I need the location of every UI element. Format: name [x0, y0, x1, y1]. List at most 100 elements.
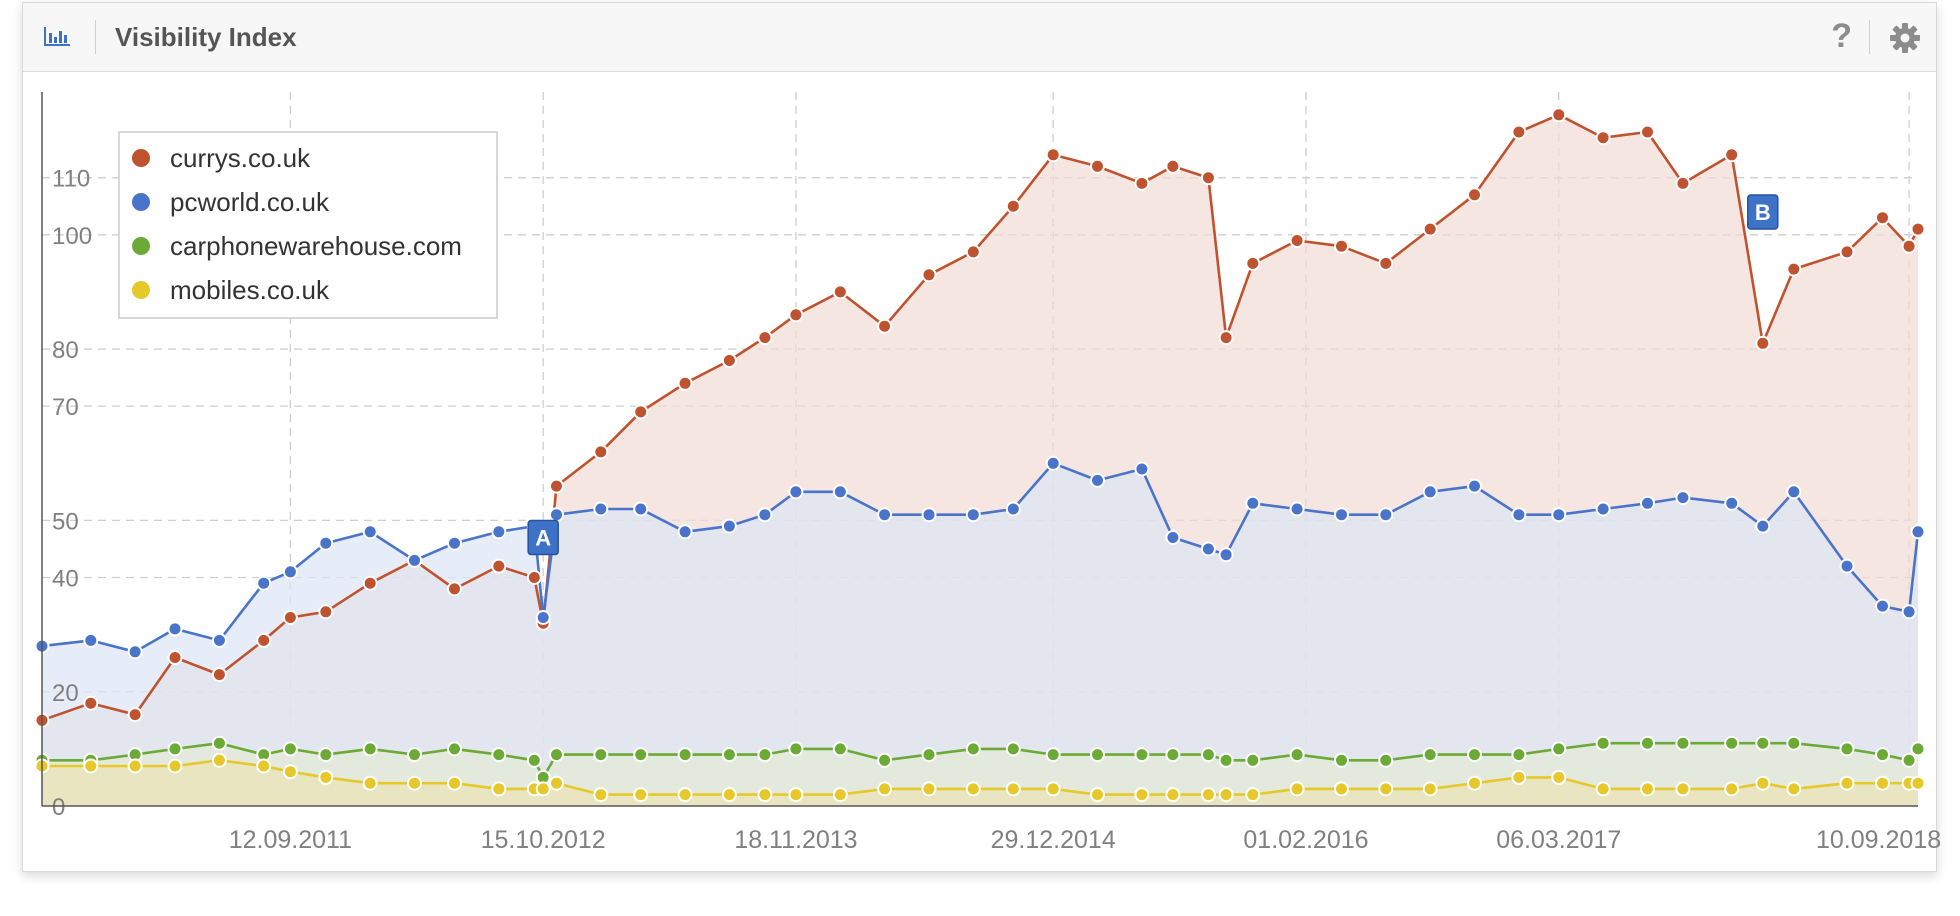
data-point: [1289, 233, 1305, 248]
help-button[interactable]: ?: [1831, 17, 1852, 55]
data-point: [1724, 147, 1740, 163]
data-point: [1378, 781, 1394, 797]
data-point: [318, 604, 334, 620]
data-point: [1511, 124, 1527, 140]
data-point: [1378, 507, 1394, 523]
data-point: [1675, 781, 1691, 797]
data-point: [677, 524, 693, 540]
data-point: [1200, 787, 1216, 803]
data-point: [1005, 198, 1021, 214]
data-point: [633, 787, 649, 803]
data-point: [167, 650, 183, 665]
data-point: [211, 632, 227, 648]
data-point: [1090, 472, 1105, 488]
data-point: [1755, 775, 1771, 791]
data-point: [1910, 741, 1926, 757]
data-point: [1289, 501, 1305, 517]
data-point: [1045, 147, 1061, 163]
data-point: [1090, 158, 1105, 174]
event-marker: [1747, 194, 1779, 230]
data-point: [549, 478, 564, 494]
data-point: [1422, 221, 1438, 237]
data-point: [318, 535, 334, 551]
data-point: [526, 570, 542, 585]
data-point: [1245, 752, 1261, 768]
data-point: [593, 787, 609, 803]
data-point: [1467, 775, 1482, 791]
data-point: [447, 581, 462, 597]
data-point: [1875, 598, 1890, 614]
data-point: [1422, 484, 1438, 500]
panel-header: Visibility Index ?: [23, 3, 1936, 72]
data-point: [1422, 781, 1438, 797]
y-tick-label: 0: [52, 794, 65, 821]
data-point: [83, 758, 99, 774]
data-point: [1289, 747, 1305, 763]
data-point: [447, 535, 462, 551]
data-point: [1551, 107, 1567, 123]
data-point: [1090, 747, 1105, 763]
data-point: [1218, 547, 1234, 563]
data-point: [1165, 530, 1181, 545]
data-point: [1875, 747, 1890, 763]
data-point: [549, 507, 564, 523]
legend-swatch: [132, 149, 150, 167]
data-point: [167, 758, 183, 774]
data-point: [549, 775, 564, 791]
event-marker-label: A: [535, 526, 551, 551]
data-point: [593, 501, 609, 517]
legend-swatch: [132, 281, 150, 299]
data-point: [877, 507, 893, 523]
x-tick-label: 01.02.2016: [1243, 826, 1368, 854]
data-point: [1245, 255, 1261, 271]
data-point: [407, 552, 422, 568]
data-point: [1045, 747, 1061, 763]
data-point: [256, 575, 272, 591]
data-point: [1724, 781, 1740, 797]
legend-label: mobiles.co.uk: [170, 275, 330, 305]
data-point: [1467, 187, 1482, 203]
data-point: [1910, 775, 1926, 791]
legend-label: pcworld.co.uk: [170, 187, 330, 217]
data-point: [83, 632, 99, 648]
data-point: [921, 507, 937, 523]
data-point: [633, 404, 649, 420]
data-point: [362, 575, 378, 591]
data-point: [549, 747, 564, 763]
gear-icon[interactable]: [1888, 21, 1922, 55]
data-point: [1005, 741, 1021, 757]
data-point: [1755, 735, 1771, 751]
data-point: [318, 769, 334, 785]
y-tick-label: 70: [52, 394, 79, 421]
data-point: [1640, 735, 1655, 751]
data-point: [1875, 775, 1890, 791]
event-markers: AB: [527, 194, 1779, 556]
data-point: [1378, 255, 1394, 271]
data-point: [1595, 781, 1611, 797]
axes: 0 20 40 50 70 80 100 110 12.09.2011 15.10.2012 18.…: [41, 92, 1941, 854]
data-point: [1134, 461, 1150, 477]
bar-chart-icon: [44, 27, 70, 46]
data-point: [1134, 787, 1150, 803]
event-marker: [527, 519, 559, 556]
data-point: [832, 787, 848, 803]
data-point: [1245, 787, 1261, 803]
panel-title: Visibility Index: [115, 22, 297, 52]
data-point: [1334, 507, 1349, 523]
data-point: [1786, 781, 1802, 797]
data-point: [1551, 769, 1567, 785]
data-point: [1786, 261, 1802, 277]
y-tick-label: 50: [52, 508, 79, 535]
x-tick-label: 06.03.2017: [1496, 826, 1621, 854]
data-point: [1511, 769, 1527, 785]
data-point: [535, 610, 551, 625]
data-point: [788, 741, 804, 757]
data-point: [1839, 244, 1855, 260]
data-point: [677, 787, 693, 803]
series-area: [42, 760, 1918, 806]
data-point: [1675, 735, 1691, 751]
data-point: [965, 507, 981, 523]
data-point: [1755, 518, 1771, 534]
data-point: [1551, 507, 1567, 523]
